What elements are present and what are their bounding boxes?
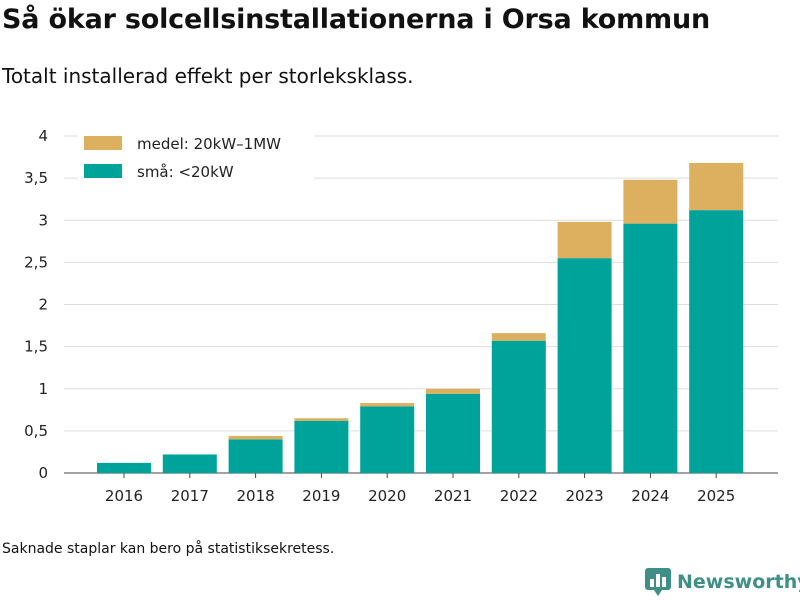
x-tick-label: 2018 xyxy=(237,487,275,505)
bar-medium xyxy=(623,179,678,224)
x-tick-label: 2023 xyxy=(566,487,604,505)
legend-label: små: <20kW xyxy=(137,163,234,181)
bar-small xyxy=(689,210,744,473)
bar-small xyxy=(426,393,480,473)
bar-medium xyxy=(557,221,612,259)
x-tick-label: 2017 xyxy=(171,487,209,505)
bar-chart-logo-icon xyxy=(645,568,671,596)
bar-small xyxy=(491,340,546,473)
y-tick-label: 4 xyxy=(38,127,48,145)
y-tick-label: 2,5 xyxy=(24,253,48,271)
bar-medium xyxy=(689,162,744,211)
page-subtitle: Totalt installerad effekt per storlekskl… xyxy=(2,64,414,88)
y-tick-label: 0,5 xyxy=(24,422,48,440)
x-tick-label: 2025 xyxy=(697,487,735,505)
x-tick-label: 2022 xyxy=(500,487,538,505)
y-tick-label: 1 xyxy=(38,380,48,398)
brand-name: Newsworthy xyxy=(677,571,800,593)
y-tick-label: 0 xyxy=(38,464,48,482)
y-tick-label: 2 xyxy=(38,296,48,314)
x-tick-label: 2019 xyxy=(302,487,340,505)
x-tick-label: 2024 xyxy=(631,487,669,505)
x-tick-label: 2016 xyxy=(105,487,143,505)
y-tick-label: 3 xyxy=(38,211,48,229)
bar-small xyxy=(557,258,612,473)
y-tick-label: 3,5 xyxy=(24,169,48,187)
brand-logo[interactable]: Newsworthy xyxy=(645,568,800,596)
legend-swatch-medium xyxy=(84,136,122,150)
bar-small xyxy=(97,462,151,473)
page-title: Så ökar solcellsinstallationerna i Orsa … xyxy=(2,4,710,35)
bar-small xyxy=(228,439,283,473)
footnote: Saknade staplar kan bero på statistiksek… xyxy=(2,541,335,557)
legend-swatch-small xyxy=(84,164,122,178)
legend-label: medel: 20kW–1MW xyxy=(137,135,281,153)
bar-medium xyxy=(426,388,480,394)
bar-small xyxy=(360,406,415,473)
bar-small xyxy=(294,420,349,473)
bar-medium xyxy=(491,333,546,341)
bar-small xyxy=(162,454,217,473)
x-tick-label: 2020 xyxy=(368,487,406,505)
x-tick-label: 2021 xyxy=(434,487,472,505)
bar-medium xyxy=(294,418,349,421)
bar-medium xyxy=(228,435,283,440)
bar-small xyxy=(623,223,678,473)
bar-medium xyxy=(360,403,415,407)
y-tick-label: 1,5 xyxy=(24,338,48,356)
